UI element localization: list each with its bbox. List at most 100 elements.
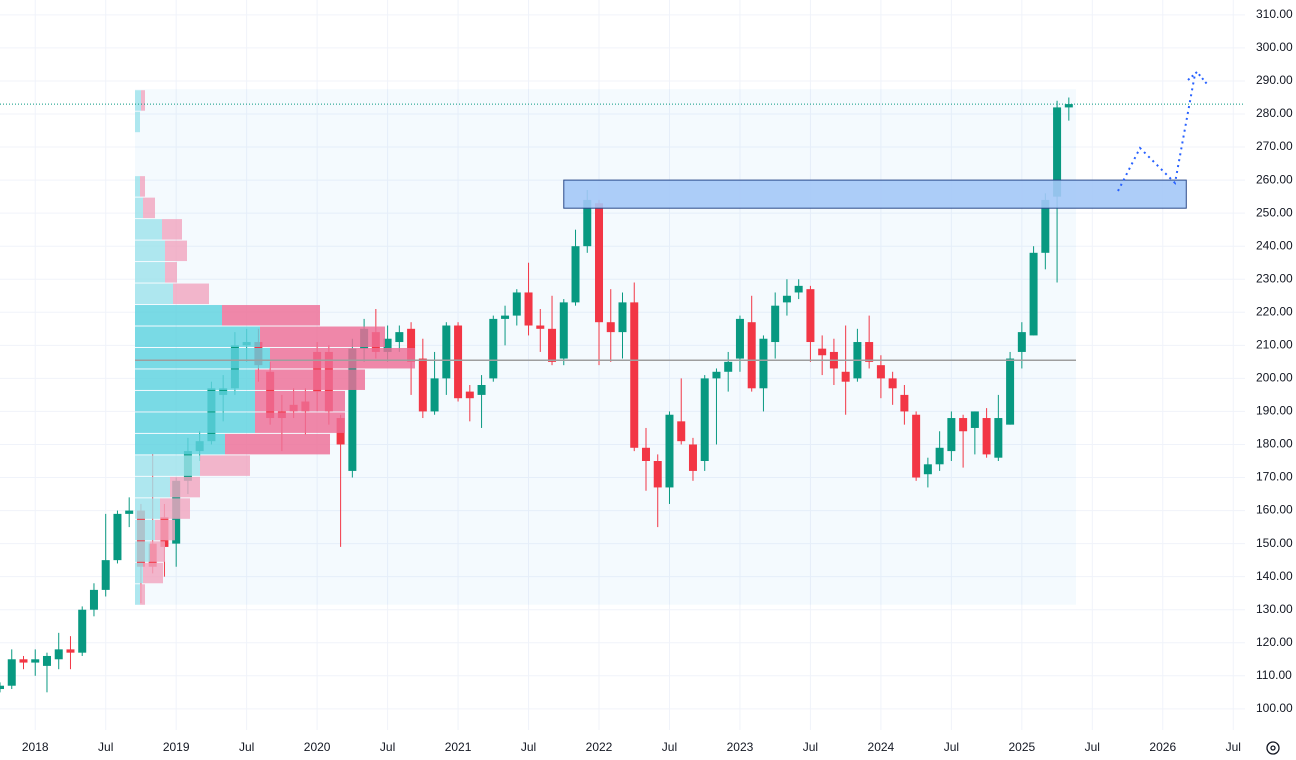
profile-up xyxy=(135,90,141,111)
profile-down xyxy=(162,219,182,240)
candle-body xyxy=(101,560,110,590)
x-tick-label: Jul xyxy=(1226,740,1241,754)
y-tick-label: 130.00 xyxy=(1256,602,1293,616)
candle-body xyxy=(583,199,592,247)
candle-body xyxy=(512,292,521,316)
y-tick-label: 200.00 xyxy=(1256,371,1293,385)
candle-body xyxy=(677,421,686,442)
y-tick-label: 300.00 xyxy=(1256,40,1293,54)
profile-up xyxy=(135,412,255,433)
candle-body xyxy=(1029,252,1038,336)
profile-up xyxy=(135,240,165,262)
profile-up xyxy=(135,176,140,197)
profile-up xyxy=(135,262,165,283)
profile-up xyxy=(135,347,270,369)
candle-body xyxy=(383,338,392,352)
profile-up xyxy=(135,498,160,519)
profile-down xyxy=(200,455,250,476)
profile-down xyxy=(165,262,177,283)
profile-down xyxy=(170,476,200,498)
profile-down xyxy=(140,176,145,197)
x-tick-label: 2024 xyxy=(868,740,895,754)
x-tick-label: Jul xyxy=(380,740,395,754)
profile-up xyxy=(135,584,140,605)
candle-body xyxy=(54,649,63,660)
candle-body xyxy=(548,328,557,362)
y-tick-label: 280.00 xyxy=(1256,106,1293,120)
x-tick-label: Jul xyxy=(521,740,536,754)
candle-body xyxy=(430,378,439,412)
x-tick-label: 2022 xyxy=(586,740,613,754)
candle-body xyxy=(524,292,533,326)
profile-up xyxy=(135,305,222,326)
x-tick-label: Jul xyxy=(1085,740,1100,754)
profile-down xyxy=(173,283,209,305)
profile-down xyxy=(141,90,145,111)
profile-down xyxy=(140,584,145,605)
y-tick-label: 260.00 xyxy=(1256,172,1293,186)
candle-body xyxy=(489,318,498,379)
settings-icon-ring[interactable] xyxy=(1266,741,1280,755)
profile-down xyxy=(143,562,163,584)
candle-body xyxy=(501,315,510,319)
candle-body xyxy=(477,384,486,395)
candle-body xyxy=(618,302,627,333)
settings-icon[interactable] xyxy=(1266,741,1280,755)
y-tick-label: 150.00 xyxy=(1256,536,1293,550)
candle-body xyxy=(818,348,827,356)
candle-body xyxy=(0,685,4,690)
candle-body xyxy=(653,461,662,488)
candle-body xyxy=(724,361,733,372)
candle-body xyxy=(78,609,87,653)
profile-up xyxy=(135,219,162,240)
candle-body xyxy=(923,464,932,475)
profile-up xyxy=(135,455,200,476)
candle-body xyxy=(89,589,98,610)
profile-up xyxy=(135,476,170,498)
y-tick-label: 140.00 xyxy=(1256,569,1293,583)
candle-body xyxy=(1006,358,1015,425)
y-tick-label: 270.00 xyxy=(1256,139,1293,153)
profile-up xyxy=(135,562,143,584)
profile-up xyxy=(135,390,255,412)
profile-up xyxy=(135,197,143,219)
y-tick-label: 240.00 xyxy=(1256,238,1293,252)
profile-down xyxy=(222,305,320,326)
candle-body xyxy=(959,418,968,432)
y-tick-label: 120.00 xyxy=(1256,635,1293,649)
resistance-zone xyxy=(563,179,1187,209)
candle-body xyxy=(454,325,463,399)
profile-down xyxy=(155,519,175,541)
candle-body xyxy=(19,659,28,663)
settings-icon-core[interactable] xyxy=(1270,745,1276,751)
candle-body xyxy=(735,318,744,359)
profile-up xyxy=(135,283,173,305)
profile-down xyxy=(255,369,365,390)
y-tick-label: 220.00 xyxy=(1256,304,1293,318)
profile-down xyxy=(143,197,155,219)
y-tick-label: 210.00 xyxy=(1256,338,1293,352)
candle-body xyxy=(1064,104,1073,108)
x-tick-label: 2019 xyxy=(163,740,190,754)
profile-up xyxy=(135,369,255,390)
profile-up xyxy=(135,433,225,455)
candle-body xyxy=(747,322,756,389)
profile-down xyxy=(270,347,415,369)
candle-body xyxy=(841,371,850,382)
axes: 2018 Jul 2019 Jul 2020 Jul 2021 Jul 2022 Jul 2023 J… xyxy=(22,7,1293,754)
candle-body xyxy=(665,414,674,488)
profile-down xyxy=(165,240,187,262)
candle-body xyxy=(771,305,780,343)
candle-body xyxy=(536,325,545,329)
y-tick-label: 190.00 xyxy=(1256,404,1293,418)
candle-body xyxy=(794,285,803,293)
x-tick-label: Jul xyxy=(98,740,113,754)
candle-body xyxy=(1017,332,1026,352)
candle-body xyxy=(559,302,568,359)
x-tick-label: 2025 xyxy=(1008,740,1035,754)
candle-body xyxy=(125,510,134,514)
candle-body xyxy=(994,418,1003,458)
candle-body xyxy=(712,371,721,379)
y-tick-label: 250.00 xyxy=(1256,205,1293,219)
